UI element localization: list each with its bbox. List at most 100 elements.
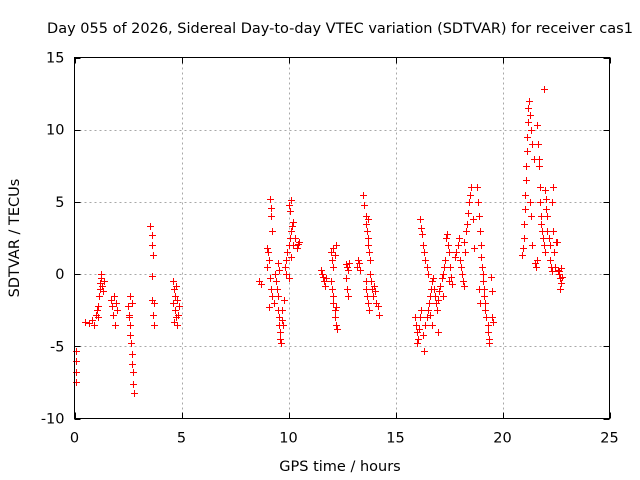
- data-point: [546, 235, 553, 242]
- data-point: [452, 254, 459, 261]
- data-point: [559, 274, 566, 281]
- data-point: [421, 348, 428, 355]
- data-point: [372, 288, 379, 295]
- data-point: [526, 98, 533, 105]
- data-point: [96, 293, 103, 300]
- data-point: [354, 264, 361, 271]
- data-point: [289, 223, 296, 230]
- data-point: [538, 213, 545, 220]
- data-point: [290, 219, 297, 226]
- data-point: [330, 245, 337, 252]
- data-point: [415, 336, 422, 343]
- data-point: [273, 278, 280, 285]
- data-point: [127, 293, 134, 300]
- data-point: [174, 297, 181, 304]
- data-point: [328, 278, 335, 285]
- data-point: [541, 242, 548, 249]
- data-point: [172, 307, 179, 314]
- data-point: [486, 340, 493, 347]
- data-point: [414, 340, 421, 347]
- data-point: [275, 293, 282, 300]
- data-point: [549, 199, 556, 206]
- data-point: [280, 322, 287, 329]
- data-point: [130, 381, 137, 388]
- data-point: [557, 286, 564, 293]
- data-point: [528, 213, 535, 220]
- data-point: [272, 271, 279, 278]
- y-tick-label: 15: [46, 51, 64, 67]
- data-point: [357, 267, 364, 274]
- data-point: [275, 260, 282, 267]
- data-point: [456, 235, 463, 242]
- data-point: [274, 286, 281, 293]
- data-point: [98, 271, 105, 278]
- data-point: [294, 245, 301, 252]
- data-point: [550, 228, 557, 235]
- data-point: [268, 205, 275, 212]
- data-point: [130, 369, 137, 376]
- data-point: [425, 271, 432, 278]
- data-point: [489, 314, 496, 321]
- data-point: [421, 249, 428, 256]
- data-point: [277, 329, 284, 336]
- x-tick-label: 20: [493, 431, 511, 447]
- data-point: [356, 260, 363, 267]
- data-point: [277, 336, 284, 343]
- data-point: [127, 322, 134, 329]
- data-point: [365, 216, 372, 223]
- data-point: [320, 274, 327, 281]
- data-point: [147, 223, 154, 230]
- data-point: [467, 192, 474, 199]
- data-point: [431, 286, 438, 293]
- data-point: [333, 322, 340, 329]
- data-point: [287, 208, 294, 215]
- data-point: [363, 221, 370, 228]
- data-point: [453, 249, 460, 256]
- data-point: [474, 184, 481, 191]
- data-point: [490, 319, 497, 326]
- data-point: [457, 257, 464, 264]
- data-point: [528, 127, 535, 134]
- data-point: [558, 280, 565, 287]
- data-point: [460, 278, 467, 285]
- data-point: [366, 249, 373, 256]
- data-point: [126, 314, 133, 321]
- data-point: [175, 312, 182, 319]
- data-point: [470, 216, 477, 223]
- data-point: [480, 271, 487, 278]
- data-point: [418, 225, 425, 232]
- data-point: [278, 340, 285, 347]
- plot-frame: [74, 57, 610, 419]
- x-axis-label: GPS time / hours: [279, 459, 400, 475]
- data-point: [346, 260, 353, 267]
- data-point: [443, 235, 450, 242]
- data-point: [344, 264, 351, 271]
- data-point: [476, 213, 483, 220]
- data-point: [176, 303, 183, 310]
- data-point: [266, 304, 273, 311]
- data-point: [543, 206, 550, 213]
- data-point: [150, 312, 157, 319]
- data-point: [108, 297, 115, 304]
- data-point: [173, 283, 180, 290]
- data-point: [439, 275, 446, 282]
- data-point: [529, 242, 536, 249]
- data-point: [544, 228, 551, 235]
- data-point: [485, 329, 492, 336]
- data-point: [290, 242, 297, 249]
- data-point: [419, 231, 426, 238]
- data-point: [330, 300, 337, 307]
- data-point: [542, 187, 549, 194]
- data-point: [281, 297, 288, 304]
- data-point: [282, 264, 289, 271]
- data-point: [279, 317, 286, 324]
- data-point: [269, 293, 276, 300]
- data-point: [95, 303, 102, 310]
- data-point: [416, 326, 423, 333]
- data-point: [129, 361, 136, 368]
- data-point: [541, 86, 548, 93]
- data-point: [430, 275, 437, 282]
- data-point: [269, 228, 276, 235]
- data-point: [345, 293, 352, 300]
- data-point: [332, 252, 339, 259]
